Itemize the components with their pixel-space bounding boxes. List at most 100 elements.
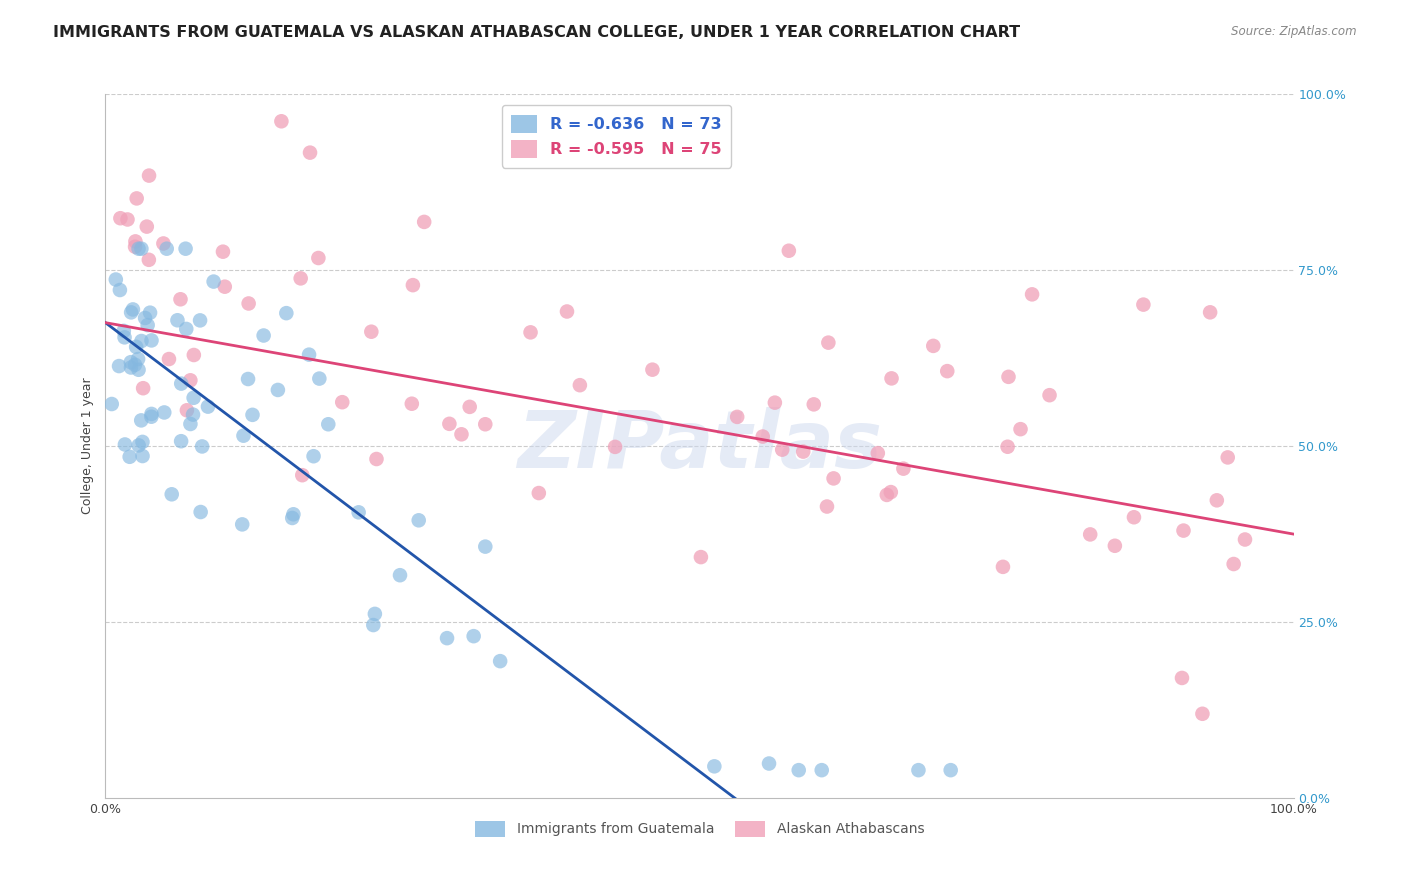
Point — [1233, 533, 1256, 547]
Point — [439, 417, 461, 431]
Point — [283, 508, 305, 522]
Point — [138, 169, 160, 183]
Point — [408, 513, 430, 527]
Point — [253, 328, 276, 343]
Point — [347, 505, 370, 519]
Point — [197, 400, 219, 414]
Point — [104, 272, 127, 286]
Point — [242, 408, 264, 422]
Point — [139, 306, 162, 320]
Point — [127, 351, 149, 366]
Text: Source: ZipAtlas.com: Source: ZipAtlas.com — [1232, 25, 1357, 38]
Point — [231, 517, 253, 532]
Point — [413, 215, 436, 229]
Point — [308, 371, 330, 385]
Point — [922, 339, 945, 353]
Point — [141, 334, 163, 348]
Point — [112, 324, 135, 338]
Point — [388, 568, 411, 582]
Point — [267, 383, 290, 397]
Point — [135, 219, 157, 234]
Point — [108, 359, 131, 373]
Point — [270, 114, 292, 128]
Point — [1199, 305, 1222, 319]
Point — [124, 240, 146, 254]
Legend: Immigrants from Guatemala, Alaskan Athabascans: Immigrants from Guatemala, Alaskan Athab… — [470, 815, 929, 842]
Point — [232, 428, 254, 442]
Point — [156, 242, 179, 256]
Text: ZIPatlas: ZIPatlas — [517, 407, 882, 485]
Point — [876, 488, 898, 502]
Point — [114, 437, 136, 451]
Point — [316, 417, 339, 432]
Point — [122, 302, 145, 317]
Point — [124, 235, 146, 249]
Point — [131, 242, 153, 256]
Point — [120, 360, 142, 375]
Point — [893, 461, 915, 475]
Point — [401, 397, 423, 411]
Y-axis label: College, Under 1 year: College, Under 1 year — [80, 377, 94, 515]
Point — [364, 607, 387, 621]
Point — [690, 550, 713, 565]
Point — [191, 440, 214, 454]
Point — [141, 409, 163, 424]
Point — [360, 325, 382, 339]
Point — [474, 417, 496, 432]
Point — [1216, 450, 1239, 465]
Point — [997, 440, 1019, 454]
Point — [758, 756, 780, 771]
Point — [183, 348, 205, 362]
Point — [997, 369, 1019, 384]
Point — [212, 244, 235, 259]
Point — [120, 305, 142, 319]
Point — [815, 500, 838, 514]
Point — [157, 352, 180, 367]
Point — [450, 427, 472, 442]
Point — [290, 271, 312, 285]
Point — [330, 395, 353, 409]
Point — [129, 413, 152, 427]
Point — [136, 318, 159, 332]
Point — [489, 654, 512, 668]
Point — [183, 391, 205, 405]
Point — [792, 444, 814, 458]
Point — [817, 335, 839, 350]
Point — [110, 211, 132, 226]
Point — [880, 485, 903, 500]
Point — [1191, 706, 1213, 721]
Point — [179, 373, 201, 387]
Point — [128, 438, 150, 452]
Point — [880, 371, 903, 385]
Point — [128, 363, 150, 377]
Point — [174, 322, 197, 336]
Point — [1010, 422, 1032, 436]
Point — [298, 145, 321, 160]
Point — [1021, 287, 1043, 301]
Point — [1078, 527, 1101, 541]
Point — [436, 631, 458, 645]
Point — [131, 434, 153, 449]
Point — [402, 278, 425, 293]
Point — [291, 468, 314, 483]
Point — [725, 409, 748, 424]
Point — [125, 191, 148, 205]
Point — [1205, 493, 1227, 508]
Point — [179, 417, 201, 431]
Point — [866, 446, 889, 460]
Point — [125, 340, 148, 354]
Point — [118, 450, 141, 464]
Point — [810, 763, 832, 777]
Point — [1222, 557, 1244, 571]
Point — [1038, 388, 1060, 402]
Point — [991, 559, 1014, 574]
Point — [474, 540, 496, 554]
Point — [366, 452, 388, 467]
Point — [363, 618, 385, 632]
Point — [138, 252, 160, 267]
Point — [100, 397, 122, 411]
Point — [703, 759, 725, 773]
Point — [202, 275, 225, 289]
Point — [134, 310, 156, 325]
Point — [1171, 671, 1194, 685]
